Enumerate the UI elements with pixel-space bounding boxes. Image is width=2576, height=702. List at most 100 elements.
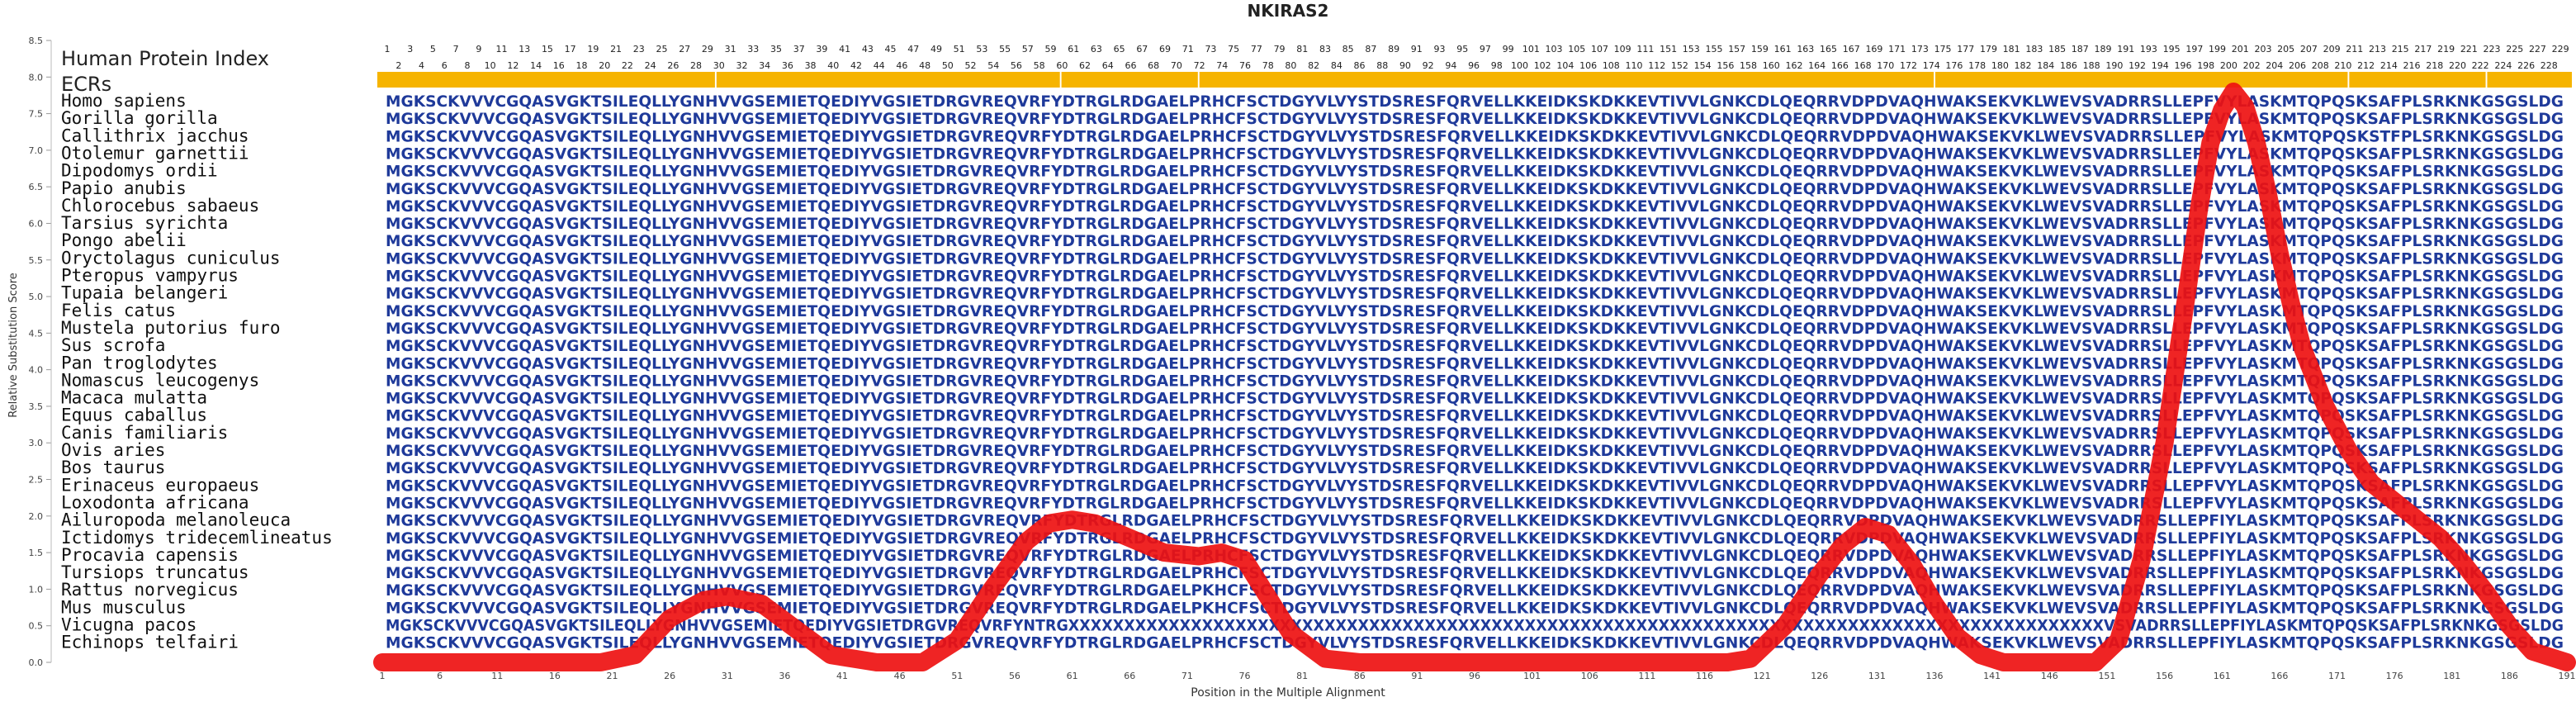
alignment-row: MGKSCKVVVCGQASVGKTSILEQLLYGNHVVGSEMIETQE… (386, 232, 2564, 250)
human-index-number: 40 (827, 60, 839, 71)
species-label: Pongo abelii (61, 230, 187, 250)
human-index-number: 175 (1934, 44, 1952, 55)
alignment-row: MGKSCKVVVCGQASVGKTSILEQLLYGNHVVGSEMIETQE… (386, 337, 2564, 355)
y-tick-label: 0.5 (29, 621, 44, 632)
ecr-region (2349, 72, 2486, 88)
human-index-number: 211 (2346, 44, 2363, 55)
human-index-number: 39 (816, 44, 827, 55)
human-index-number: 43 (862, 44, 874, 55)
human-index-number: 184 (2037, 60, 2054, 71)
human-index-number: 218 (2426, 60, 2443, 71)
x-tick-label: 166 (2271, 671, 2288, 681)
y-tick-label: 6.5 (29, 182, 44, 192)
x-tick-label: 31 (722, 671, 733, 681)
human-index-number: 156 (1717, 60, 1734, 71)
alignment-sequences: MGKSCKVVVCGQASVGKTSILEQLLYGNHVVGSEMIETQE… (386, 92, 2564, 652)
species-label: Echinops telfairi (61, 633, 239, 652)
human-index-number: 51 (954, 44, 965, 55)
x-tick-label: 146 (2041, 671, 2058, 681)
human-index-number: 90 (1399, 60, 1411, 71)
human-index-number: 107 (1591, 44, 1608, 55)
human-index-number: 167 (1843, 44, 1860, 55)
human-index-number: 102 (1534, 60, 1551, 71)
human-index-number: 48 (919, 60, 930, 71)
y-tick-label: 7.5 (29, 109, 44, 120)
human-index-number: 9 (476, 44, 481, 55)
human-index-number: 103 (1546, 44, 1563, 55)
human-index-number: 154 (1694, 60, 1712, 71)
alignment-row: MGKSCKVVVCGQASVGKTSILEQLLYGNHVVGSEMIETQE… (386, 302, 2564, 320)
human-index-number: 88 (1376, 60, 1388, 71)
human-index-number: 33 (747, 44, 759, 55)
human-index-number: 170 (1877, 60, 1894, 71)
human-index-number: 194 (2152, 60, 2169, 71)
human-index-number: 66 (1125, 60, 1136, 71)
human-index-number: 217 (2414, 44, 2432, 55)
y-tick-label: 8.5 (29, 36, 44, 46)
human-index-number: 44 (874, 60, 885, 71)
y-tick-label: 4.5 (29, 328, 44, 339)
human-index-number: 56 (1011, 60, 1022, 71)
human-index-number: 87 (1365, 44, 1376, 55)
human-index-number: 67 (1136, 44, 1148, 55)
y-tick-label: 3.0 (29, 438, 44, 448)
human-index-number: 6 (442, 60, 447, 71)
alignment-row: MGKSCKVVVCGQASVGKTSILEQLLYGNHVVGSEMIETQE… (386, 477, 2564, 495)
human-index-number: 89 (1388, 44, 1399, 55)
human-index-number: 104 (1556, 60, 1574, 71)
x-tick-label: 56 (1009, 671, 1020, 681)
alignment-row: MGKSCKVVVCGQASVGKTSILEQLLYGNHVVGSEMIETQE… (386, 163, 2564, 181)
human-index-number: 83 (1319, 44, 1331, 55)
human-index-number: 206 (2289, 60, 2306, 71)
human-index-number: 226 (2517, 60, 2535, 71)
human-index-number: 50 (942, 60, 954, 71)
species-label: Mus musculus (61, 597, 187, 617)
alignment-row: MGKSCKVVVCGQASVGKTSILEQLLYGNHVVGSEMIETQE… (386, 547, 2564, 565)
human-index-number: 157 (1728, 44, 1745, 55)
human-index-number: 207 (2300, 44, 2318, 55)
human-index-number: 199 (2209, 44, 2226, 55)
human-index-label: Human Protein Index (61, 47, 269, 70)
human-index-number: 23 (633, 44, 645, 55)
human-index-number: 54 (987, 60, 999, 71)
human-index-number: 2 (395, 60, 401, 71)
species-label: Ailuropoda melanoleuca (61, 510, 291, 530)
x-tick-label: 151 (2098, 671, 2115, 681)
alignment-row: MGKSCKVVVCGQASVGKTSILEQLLYGNHVVGSEMIETQE… (386, 320, 2564, 338)
ecr-region (1199, 72, 1934, 88)
species-label: Felis catus (61, 301, 176, 320)
human-index-number: 8 (464, 60, 470, 71)
species-label: Otolemur garnettii (61, 143, 249, 163)
human-index-number: 179 (1980, 44, 1997, 55)
x-tick-label: 71 (1181, 671, 1193, 681)
human-index-number: 198 (2197, 60, 2214, 71)
human-index-number: 155 (1705, 44, 1722, 55)
x-tick-label: 136 (1926, 671, 1944, 681)
human-index-number: 29 (702, 44, 713, 55)
x-tick-label: 186 (2501, 671, 2518, 681)
human-index-number: 76 (1239, 60, 1251, 71)
human-index-number: 17 (565, 44, 576, 55)
human-index-number: 169 (1865, 44, 1882, 55)
human-index-number: 64 (1102, 60, 1114, 71)
alignment-row: MGKSCKVVVCGQASVGKTSILEQLLYGNHVVGSEMIETQE… (386, 442, 2564, 460)
x-tick-label: 6 (437, 671, 443, 681)
human-index-number: 106 (1579, 60, 1597, 71)
human-index-number: 196 (2174, 60, 2191, 71)
alignment-row: MGKSCKVVVCGQASVGKTSILEQLLYGNHVVGSEMIETQE… (386, 407, 2564, 425)
human-index-number: 166 (1831, 60, 1849, 71)
x-tick-label: 1 (380, 671, 386, 681)
human-index-number: 15 (542, 44, 553, 55)
x-tick-label: 41 (836, 671, 848, 681)
human-index-number: 78 (1262, 60, 1274, 71)
alignment-row: MGKSCKVVVCGQASVGKTSILEQLLYGNHVVGSEMIETQE… (386, 285, 2564, 303)
x-tick-label: 101 (1523, 671, 1541, 681)
human-index-number: 7 (453, 44, 459, 55)
human-index-number: 92 (1423, 60, 1434, 71)
alignment-row: MGKSCKVVVCGQASVGKTSILEQLLYGNHVVGSEMIETQE… (386, 268, 2564, 286)
human-index-number: 73 (1205, 44, 1216, 55)
human-index-number: 85 (1342, 44, 1354, 55)
human-index-number: 205 (2277, 44, 2294, 55)
human-index-number: 197 (2185, 44, 2203, 55)
species-label: Ictidomys tridecemlineatus (61, 528, 333, 548)
